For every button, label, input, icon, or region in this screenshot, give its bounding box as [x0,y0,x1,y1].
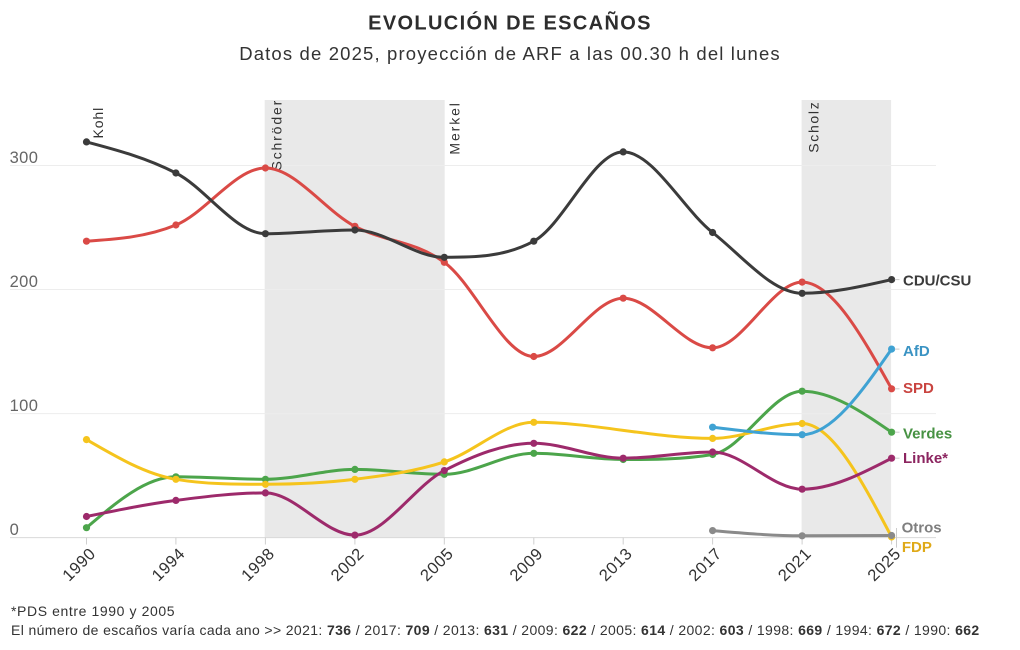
svg-text:2013: 2013 [596,545,636,585]
svg-text:Verdes: Verdes [903,425,952,442]
svg-text:Kohl: Kohl [90,107,106,139]
svg-text:Schröder: Schröder [269,99,285,171]
svg-text:*PDS entre 1990 y 2005: *PDS entre 1990 y 2005 [11,603,175,619]
svg-text:Merkel: Merkel [446,101,462,154]
svg-text:Linke*: Linke* [903,450,948,467]
svg-text:Datos de 2025, proyección de A: Datos de 2025, proyección de ARF a las 0… [239,43,781,64]
svg-text:0: 0 [10,521,20,539]
svg-text:1994: 1994 [149,545,189,585]
svg-text:FDP: FDP [902,539,932,556]
svg-text:CDU/CSU: CDU/CSU [903,273,971,290]
svg-text:2021: 2021 [775,545,815,585]
svg-text:El número de escaños varía cad: El número de escaños varía cada ano >> 2… [11,622,980,638]
svg-text:Scholz: Scholz [805,101,821,153]
svg-text:Otros: Otros [902,519,942,536]
svg-text:300: 300 [10,149,39,167]
svg-text:1990: 1990 [59,545,99,585]
svg-text:SPD: SPD [903,380,934,397]
svg-text:2017: 2017 [685,545,725,585]
svg-text:200: 200 [10,273,39,291]
svg-text:100: 100 [10,397,39,415]
svg-text:AfD: AfD [903,343,930,360]
svg-text:2002: 2002 [328,545,368,585]
svg-text:EVOLUCIÓN DE ESCAÑOS: EVOLUCIÓN DE ESCAÑOS [368,11,652,35]
svg-text:2025: 2025 [864,545,904,585]
svg-text:2009: 2009 [506,545,546,585]
svg-text:2005: 2005 [417,545,457,585]
svg-text:1998: 1998 [238,545,278,585]
